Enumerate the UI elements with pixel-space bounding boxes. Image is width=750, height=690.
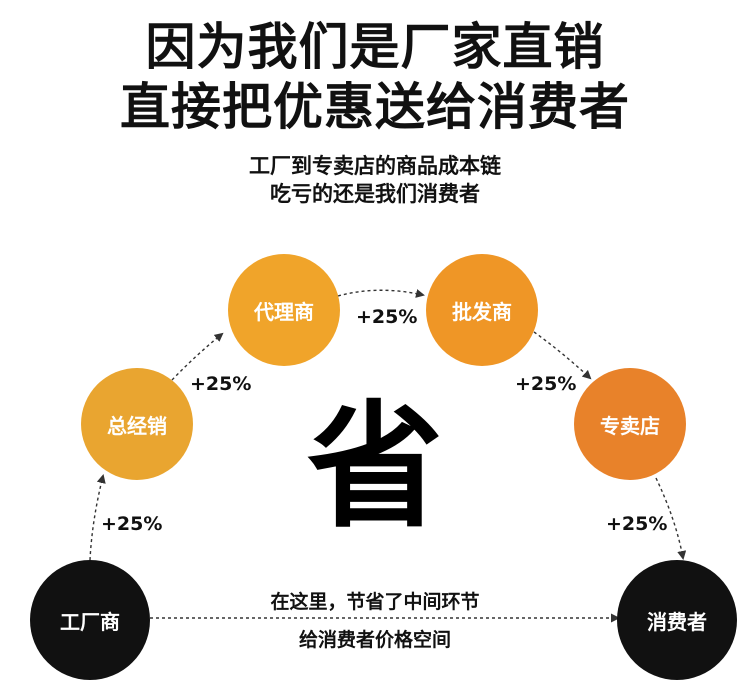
arrow-factory-to-distributor — [89, 474, 106, 561]
markup-label-1: +25% — [101, 513, 163, 535]
node-distributor: 总经销 — [81, 368, 193, 480]
node-agent-label: 代理商 — [254, 299, 314, 324]
arrow-agent-to-wholesaler — [337, 289, 425, 298]
node-wholesaler-label: 批发商 — [452, 299, 512, 324]
markup-label-5: +25% — [606, 513, 668, 535]
node-factory-label: 工厂商 — [60, 609, 120, 634]
node-store-label: 专卖店 — [600, 413, 660, 438]
node-store: 专卖店 — [574, 368, 686, 480]
subheading-line-2: 吃亏的还是我们消费者 — [270, 182, 480, 206]
node-wholesaler: 批发商 — [426, 254, 538, 366]
markup-label-2: +25% — [190, 373, 252, 395]
subheading-line-1: 工厂到专卖店的商品成本链 — [249, 154, 501, 178]
node-distributor-label: 总经销 — [107, 413, 167, 438]
markup-label-4: +25% — [515, 373, 577, 395]
arrow-wholesaler-to-store — [533, 331, 592, 380]
center-character: 省 — [307, 389, 443, 547]
headline-line-1: 因为我们是厂家直销 — [145, 18, 605, 76]
arrow-distributor-to-agent — [171, 332, 224, 381]
headline-line-2: 直接把优惠送给消费者 — [120, 78, 630, 136]
node-agent: 代理商 — [228, 254, 340, 366]
arrow-store-to-consumer — [655, 477, 687, 560]
node-factory: 工厂商 — [30, 560, 150, 680]
markup-label-3: +25% — [356, 306, 418, 328]
node-consumer: 消费者 — [617, 560, 737, 680]
bottom-note-line-1: 在这里，节省了中间环节 — [270, 591, 480, 613]
node-consumer-label: 消费者 — [647, 609, 707, 634]
bottom-note-line-2: 给消费者价格空间 — [298, 629, 451, 651]
